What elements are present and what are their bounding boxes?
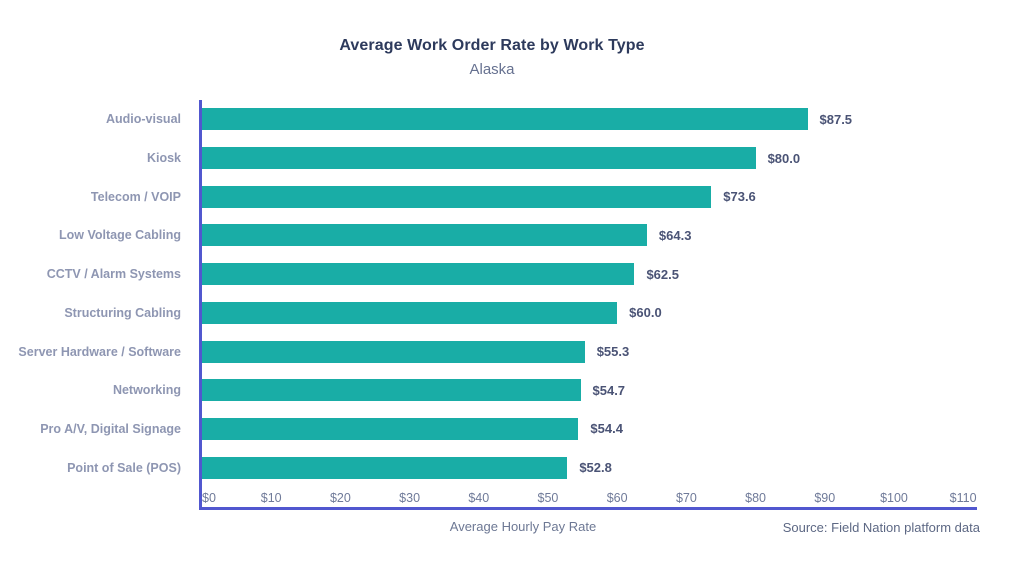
x-tick-label: $60 xyxy=(606,491,628,505)
category-label: CCTV / Alarm Systems xyxy=(46,267,181,282)
x-axis-ticks: $0 $10 $20 $30 $40 $50 $60 $70 $80 $90 $100 $110 xyxy=(202,489,977,505)
bar xyxy=(202,456,568,479)
bar xyxy=(202,147,756,170)
value-label: $55.3 xyxy=(596,344,630,360)
category-label: Pro A/V, Digital Signage xyxy=(40,421,181,436)
category-label: Server Hardware / Software xyxy=(18,344,181,359)
value-label: $52.8 xyxy=(579,460,612,476)
bar xyxy=(202,379,581,402)
bar-row: Structuring Cabling $60.0 xyxy=(64,294,977,333)
bar xyxy=(202,301,618,324)
bar-row: Server Hardware / Software $55.3 xyxy=(18,332,977,371)
bar xyxy=(202,417,579,440)
x-tick-label: $30 xyxy=(399,491,421,505)
value-label: $64.3 xyxy=(658,227,692,243)
x-tick-label: $0 xyxy=(202,491,216,505)
bar xyxy=(202,108,808,131)
plot-area: Audio-visual $87.5 Kiosk $80.0 Telecom / VOI… xyxy=(18,100,977,510)
x-tick-label: $70 xyxy=(675,491,697,505)
x-tick-label: $110 xyxy=(949,491,977,505)
bar-row: Low Voltage Cabling $64.3 xyxy=(59,216,977,255)
bar-row: Point of Sale (POS) $52.8 xyxy=(67,448,977,487)
bar xyxy=(202,263,635,286)
category-label: Audio-visual xyxy=(105,112,181,127)
category-label: Point of Sale (POS) xyxy=(67,460,181,475)
x-tick-label: $90 xyxy=(814,491,836,505)
category-label: Telecom / VOIP xyxy=(90,189,181,204)
x-tick-label: $100 xyxy=(880,491,908,505)
category-label: Low Voltage Cabling xyxy=(59,228,181,243)
bar-row: Telecom / VOIP $73.6 xyxy=(91,177,977,216)
x-tick-label: $50 xyxy=(537,491,559,505)
bar xyxy=(202,340,585,363)
x-axis-label: Average Hourly Pay Rate xyxy=(449,519,597,534)
source-note: Source: Field Nation platform data xyxy=(782,520,980,535)
category-label: Networking xyxy=(112,383,181,398)
bar xyxy=(202,185,712,208)
category-label: Kiosk xyxy=(146,151,181,166)
value-label: $73.6 xyxy=(723,189,756,205)
bar-row: Pro A/V, Digital Signage $54.4 xyxy=(40,410,977,449)
bar-row: Networking $54.7 xyxy=(113,371,977,410)
value-label: $62.5 xyxy=(646,266,679,282)
bars-container: Audio-visual $87.5 Kiosk $80.0 Telecom / VOI… xyxy=(18,100,977,487)
bar-row: Audio-visual $87.5 xyxy=(106,100,977,139)
x-tick-label: $20 xyxy=(329,491,351,505)
x-tick-label: $10 xyxy=(260,491,282,505)
value-label: $54.4 xyxy=(590,421,623,437)
bar xyxy=(202,224,647,247)
chart-title: Average Work Order Rate by Work Type xyxy=(339,37,645,54)
value-label: $80.0 xyxy=(767,150,801,166)
value-label: $54.7 xyxy=(592,382,626,398)
value-label: $60.0 xyxy=(629,305,662,321)
chart-subtitle: Alaska xyxy=(469,61,515,78)
bar-row: CCTV / Alarm Systems $62.5 xyxy=(47,255,977,294)
category-label: Structuring Cabling xyxy=(64,305,181,320)
value-label: $87.5 xyxy=(819,111,853,127)
x-tick-label: $80 xyxy=(745,491,767,505)
bar-row: Kiosk $80.0 xyxy=(147,139,977,178)
x-tick-label: $40 xyxy=(468,491,490,505)
